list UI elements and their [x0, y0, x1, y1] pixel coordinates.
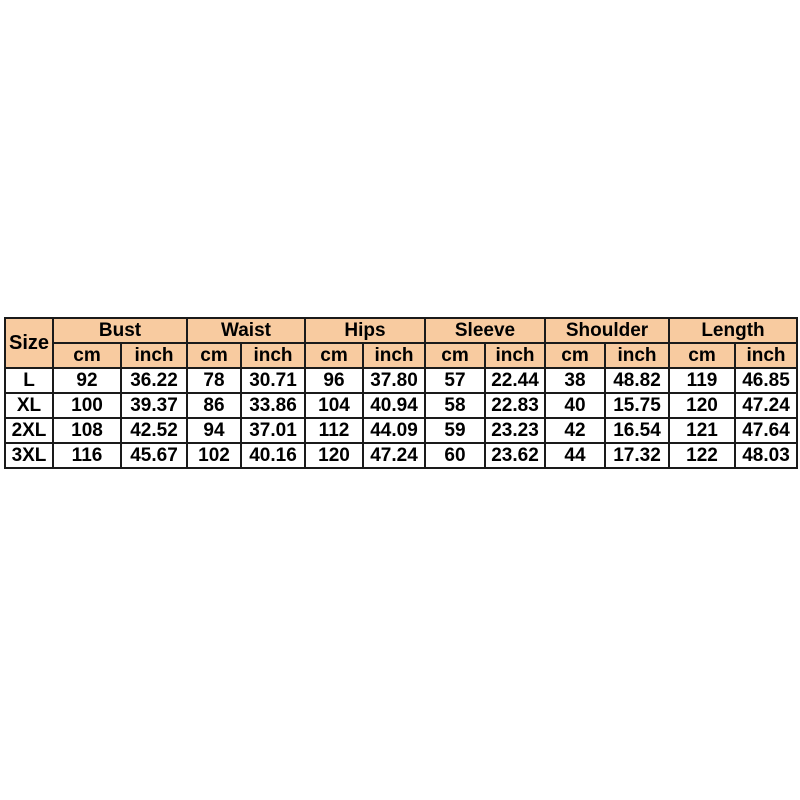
value-cell: 100 — [52, 392, 122, 419]
value-cell: 23.23 — [484, 417, 546, 444]
unit-header: inch — [362, 342, 426, 369]
value-cell: 47.24 — [362, 442, 426, 469]
value-cell: 17.32 — [604, 442, 670, 469]
value-cell: 36.22 — [120, 367, 188, 394]
header-shoulder: Shoulder — [544, 317, 670, 344]
value-cell: 16.54 — [604, 417, 670, 444]
header-sleeve: Sleeve — [424, 317, 546, 344]
value-cell: 112 — [304, 417, 364, 444]
value-cell: 58 — [424, 392, 486, 419]
value-cell: 15.75 — [604, 392, 670, 419]
value-cell: 60 — [424, 442, 486, 469]
value-cell: 46.85 — [734, 367, 798, 394]
unit-header: inch — [604, 342, 670, 369]
unit-header: cm — [52, 342, 122, 369]
value-cell: 122 — [668, 442, 736, 469]
value-cell: 78 — [186, 367, 242, 394]
unit-header: inch — [120, 342, 188, 369]
value-cell: 42.52 — [120, 417, 188, 444]
value-cell: 121 — [668, 417, 736, 444]
value-cell: 37.80 — [362, 367, 426, 394]
header-bust: Bust — [52, 317, 188, 344]
value-cell: 37.01 — [240, 417, 306, 444]
value-cell: 86 — [186, 392, 242, 419]
size-cell: 2XL — [4, 417, 54, 444]
size-cell: L — [4, 367, 54, 394]
value-cell: 57 — [424, 367, 486, 394]
value-cell: 44.09 — [362, 417, 426, 444]
value-cell: 44 — [544, 442, 606, 469]
header-row-units: cm inch cm inch cm inch cm inch cm inch cm inch — [5, 342, 798, 369]
unit-header: inch — [734, 342, 798, 369]
table-row: 2XL 108 42.52 94 37.01 112 44.09 59 23.23 42 16.54… — [4, 417, 798, 444]
value-cell: 30.71 — [240, 367, 306, 394]
value-cell: 104 — [304, 392, 364, 419]
value-cell: 116 — [52, 442, 122, 469]
value-cell: 96 — [304, 367, 364, 394]
unit-header: inch — [484, 342, 546, 369]
value-cell: 120 — [304, 442, 364, 469]
unit-header: inch — [240, 342, 306, 369]
size-cell: 3XL — [4, 442, 54, 469]
value-cell: 22.83 — [484, 392, 546, 419]
value-cell: 47.24 — [734, 392, 798, 419]
size-chart-table: Size Bust Waist Hips Sleeve Shoulder Length c… — [4, 317, 798, 469]
unit-header: cm — [668, 342, 736, 369]
unit-header: cm — [424, 342, 486, 369]
size-header: Size — [4, 317, 54, 369]
value-cell: 33.86 — [240, 392, 306, 419]
size-cell: XL — [4, 392, 54, 419]
value-cell: 42 — [544, 417, 606, 444]
value-cell: 108 — [52, 417, 122, 444]
value-cell: 45.67 — [120, 442, 188, 469]
value-cell: 120 — [668, 392, 736, 419]
value-cell: 38 — [544, 367, 606, 394]
value-cell: 119 — [668, 367, 736, 394]
header-length: Length — [668, 317, 798, 344]
table-row: XL 100 39.37 86 33.86 104 40.94 58 22.83 40 15.75 1… — [4, 392, 798, 419]
value-cell: 92 — [52, 367, 122, 394]
header-row-groups: Size Bust Waist Hips Sleeve Shoulder Length — [4, 317, 798, 369]
unit-header: cm — [544, 342, 606, 369]
value-cell: 102 — [186, 442, 242, 469]
value-cell: 59 — [424, 417, 486, 444]
value-cell: 40 — [544, 392, 606, 419]
unit-header: cm — [304, 342, 364, 369]
value-cell: 22.44 — [484, 367, 546, 394]
header-waist: Waist — [186, 317, 306, 344]
header-hips: Hips — [304, 317, 426, 344]
value-cell: 40.16 — [240, 442, 306, 469]
table-row: 3XL 116 45.67 102 40.16 120 47.24 60 23.62 44 17.3… — [4, 442, 798, 469]
value-cell: 48.82 — [604, 367, 670, 394]
table-row: L 92 36.22 78 30.71 96 37.80 57 22.44 38 48.82 119 4… — [4, 367, 798, 394]
value-cell: 23.62 — [484, 442, 546, 469]
value-cell: 39.37 — [120, 392, 188, 419]
value-cell: 94 — [186, 417, 242, 444]
value-cell: 47.64 — [734, 417, 798, 444]
value-cell: 48.03 — [734, 442, 798, 469]
unit-header: cm — [186, 342, 242, 369]
value-cell: 40.94 — [362, 392, 426, 419]
